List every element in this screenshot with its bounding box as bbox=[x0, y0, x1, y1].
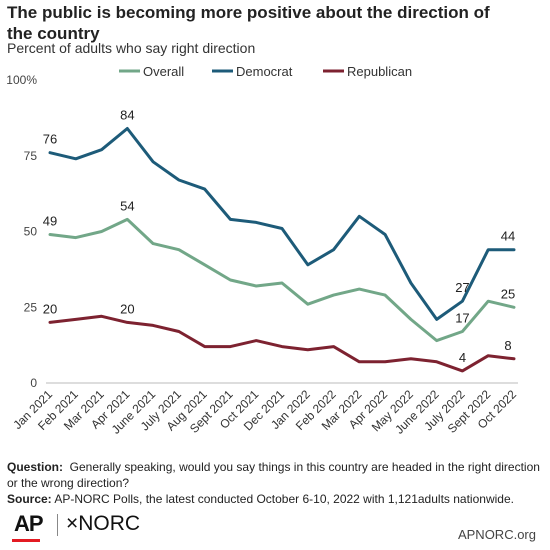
data-label: 25 bbox=[501, 286, 515, 301]
question-label: Question: bbox=[7, 460, 63, 474]
ap-logo-underline bbox=[12, 539, 40, 542]
data-label: 8 bbox=[504, 338, 511, 353]
y-tick-label: 75 bbox=[24, 149, 38, 163]
y-tick-label: 0 bbox=[30, 376, 37, 390]
data-label: 76 bbox=[43, 132, 57, 147]
source-label: Source: bbox=[7, 492, 52, 506]
chart-title: The public is becoming more positive abo… bbox=[7, 3, 490, 43]
series-line-overall bbox=[48, 217, 516, 343]
logo-divider bbox=[57, 514, 58, 536]
y-axis: 0 25 50 75 100% bbox=[6, 73, 518, 390]
norc-logo-text: NORC bbox=[78, 512, 141, 535]
data-label: 20 bbox=[43, 301, 57, 316]
data-label: 84 bbox=[120, 107, 134, 122]
source-text: AP-NORC Polls, the latest conducted Octo… bbox=[54, 492, 514, 506]
y-tick-label: 100% bbox=[6, 73, 37, 87]
legend-label: Republican bbox=[347, 64, 412, 79]
line-chart: Overall Democrat Republican 0 25 50 75 100% Ja… bbox=[6, 64, 519, 437]
data-label: 44 bbox=[501, 229, 515, 244]
series-line-republican bbox=[48, 314, 516, 373]
data-labels: 49 54 17 25 76 84 27 44 20 20 4 8 bbox=[43, 107, 515, 364]
website-link[interactable]: APNORC.org bbox=[457, 527, 536, 542]
data-label: 27 bbox=[455, 280, 469, 295]
source-note: Source: AP-NORC Polls, the latest conduc… bbox=[7, 491, 542, 507]
y-tick-label: 50 bbox=[24, 225, 38, 239]
legend-label: Democrat bbox=[236, 64, 293, 79]
data-label: 4 bbox=[459, 350, 466, 365]
data-label: 54 bbox=[120, 198, 134, 213]
chart-subtitle: Percent of adults who say right directio… bbox=[7, 40, 256, 56]
norc-logo: ×NORC bbox=[66, 512, 140, 536]
question-text: Generally speaking, would you say things… bbox=[7, 460, 540, 490]
data-label: 20 bbox=[120, 301, 134, 316]
series-lines bbox=[48, 127, 516, 373]
question-note: Question: Generally speaking, would you … bbox=[7, 459, 542, 491]
data-label: 49 bbox=[43, 214, 57, 229]
ap-logo: AP bbox=[14, 511, 44, 536]
series-line-democrat bbox=[48, 127, 516, 321]
footnote: Question: Generally speaking, would you … bbox=[7, 459, 542, 507]
data-label: 17 bbox=[455, 310, 469, 325]
legend-label: Overall bbox=[143, 64, 184, 79]
chart-legend: Overall Democrat Republican bbox=[119, 64, 412, 79]
norc-mark-icon: × bbox=[66, 512, 79, 535]
y-tick-label: 25 bbox=[24, 300, 38, 314]
